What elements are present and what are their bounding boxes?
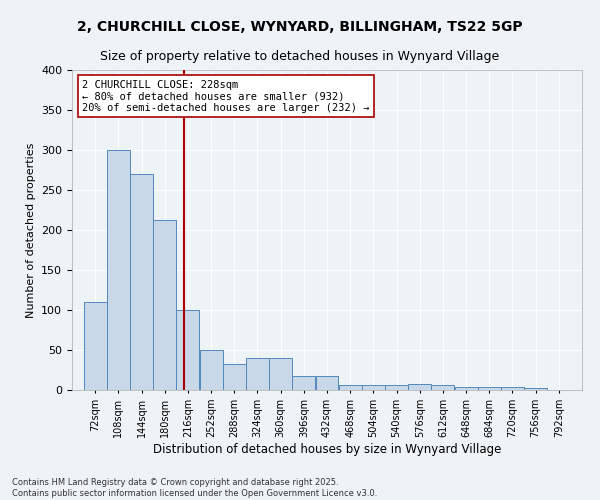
Bar <box>524 388 547 390</box>
Bar <box>408 384 431 390</box>
Bar <box>83 302 107 390</box>
Bar <box>292 376 316 390</box>
Text: 2 CHURCHILL CLOSE: 228sqm
← 80% of detached houses are smaller (932)
20% of semi: 2 CHURCHILL CLOSE: 228sqm ← 80% of detac… <box>82 80 370 113</box>
Bar <box>246 358 269 390</box>
Bar <box>431 385 454 390</box>
Bar <box>362 385 385 390</box>
Text: Contains HM Land Registry data © Crown copyright and database right 2025.
Contai: Contains HM Land Registry data © Crown c… <box>12 478 377 498</box>
Bar <box>223 364 246 390</box>
Bar <box>200 350 223 390</box>
X-axis label: Distribution of detached houses by size in Wynyard Village: Distribution of detached houses by size … <box>153 442 501 456</box>
Text: Size of property relative to detached houses in Wynyard Village: Size of property relative to detached ho… <box>100 50 500 63</box>
Bar <box>107 150 130 390</box>
Bar <box>153 220 176 390</box>
Bar <box>385 385 408 390</box>
Bar <box>338 385 362 390</box>
Text: 2, CHURCHILL CLOSE, WYNYARD, BILLINGHAM, TS22 5GP: 2, CHURCHILL CLOSE, WYNYARD, BILLINGHAM,… <box>77 20 523 34</box>
Bar <box>176 310 199 390</box>
Bar <box>478 387 501 390</box>
Y-axis label: Number of detached properties: Number of detached properties <box>26 142 35 318</box>
Bar <box>455 387 478 390</box>
Bar <box>130 174 153 390</box>
Bar <box>501 387 524 390</box>
Bar <box>316 376 338 390</box>
Bar <box>269 358 292 390</box>
